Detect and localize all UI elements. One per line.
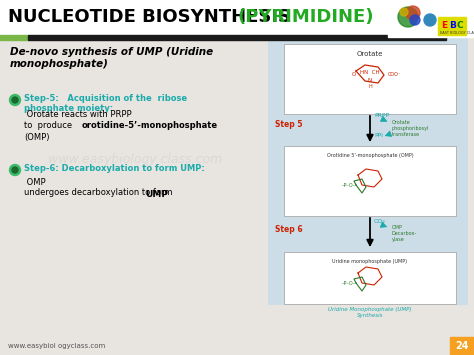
Text: –P–O–: –P–O– [342,281,356,286]
Text: (OMP): (OMP) [24,133,49,142]
Text: De-novo synthesis of UMP (Uridine
monophosphate): De-novo synthesis of UMP (Uridine monoph… [10,47,213,69]
Text: www.easybiology class.com: www.easybiology class.com [48,153,222,166]
Text: OMP
undergoes decarboxylation to form: OMP undergoes decarboxylation to form [24,178,175,197]
Text: B: B [449,22,456,31]
FancyBboxPatch shape [284,252,456,304]
Text: –P–O–: –P–O– [342,183,356,188]
Text: O: O [352,72,356,77]
Circle shape [9,164,20,175]
Text: PPi: PPi [374,133,383,138]
Text: Step 6: Step 6 [275,225,302,234]
Text: www.easybiol ogyclass.com: www.easybiol ogyclass.com [8,343,105,349]
Bar [0,0,474,37]
Bar [450,337,474,355]
Text: NUCLEOTIDE BIOSYNTHESIS: NUCLEOTIDE BIOSYNTHESIS [8,8,297,26]
Text: orotidine-5’-monophosphate: orotidine-5’-monophosphate [82,121,218,130]
Text: OMP
Decarbox-
ylase: OMP Decarbox- ylase [392,225,417,242]
Text: N: N [368,78,372,83]
FancyBboxPatch shape [284,146,456,216]
Bar [268,37,468,305]
Text: E: E [441,22,447,31]
Text: UMP: UMP [145,190,168,199]
Text: to  produce: to produce [24,121,77,130]
Circle shape [400,8,408,16]
Text: PRPP: PRPP [374,113,389,118]
Bar [0,35,28,40]
Circle shape [12,167,18,173]
Text: Orotate reacts with PRPP: Orotate reacts with PRPP [24,110,132,119]
Text: Orotidine 5'-monophosphate (OMP): Orotidine 5'-monophosphate (OMP) [327,153,413,158]
Text: HN  CH: HN CH [360,71,380,76]
Text: Step-5:   Acquisition of the  ribose
phosphate moiety:: Step-5: Acquisition of the ribose phosph… [24,94,187,113]
Text: Uridine Monophosphate (UMP)
Synthesis: Uridine Monophosphate (UMP) Synthesis [328,307,412,318]
Text: Orotate
phosphoribosyl
transferase: Orotate phosphoribosyl transferase [392,120,429,137]
Circle shape [12,97,18,103]
Circle shape [9,94,20,105]
Text: (PYRIMIDINE): (PYRIMIDINE) [238,8,374,26]
FancyBboxPatch shape [284,44,456,114]
Bar [438,17,466,35]
Text: H: H [368,84,372,89]
Bar [388,0,468,37]
Circle shape [398,7,418,27]
Text: Step 5: Step 5 [275,120,302,129]
Text: 24: 24 [455,341,469,351]
Bar [28,35,446,40]
Text: EAST BIOLOGY CLASS: EAST BIOLOGY CLASS [440,31,474,35]
Text: C: C [457,22,464,31]
Circle shape [424,14,436,26]
Text: Step-6: Decarboxylation to form UMP:: Step-6: Decarboxylation to form UMP: [24,164,205,173]
Circle shape [410,15,420,25]
Text: Uridine monophosphate (UMP): Uridine monophosphate (UMP) [332,259,408,264]
Text: COO⁻: COO⁻ [388,72,401,77]
Text: CO₂: CO₂ [374,219,386,224]
Circle shape [406,6,420,20]
Text: Orotate: Orotate [357,51,383,57]
